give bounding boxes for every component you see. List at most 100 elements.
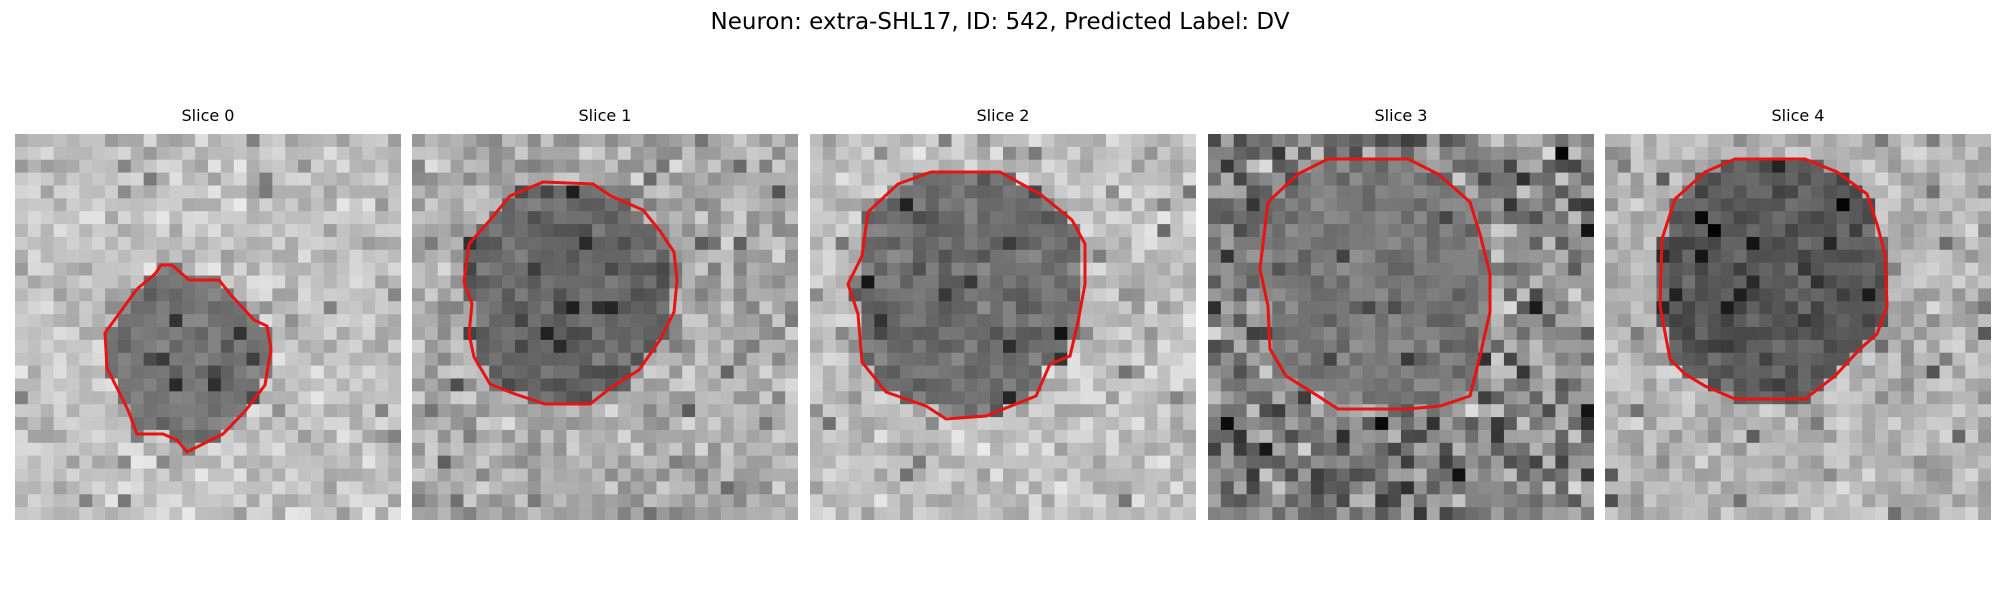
image-pixel (1656, 507, 1670, 520)
image-pixel (1349, 159, 1363, 174)
image-pixel (1630, 442, 1645, 457)
image-pixel (15, 224, 29, 238)
image-pixel (1720, 236, 1735, 251)
image-pixel (169, 288, 183, 302)
image-pixel (1349, 146, 1363, 161)
image-pixel (375, 314, 389, 328)
image-pixel (1118, 494, 1133, 508)
image-pixel (1759, 146, 1773, 161)
image-pixel (246, 327, 261, 341)
image-pixel (707, 301, 722, 315)
image-pixel (656, 481, 670, 495)
image-pixel (424, 275, 439, 289)
image-pixel (759, 429, 773, 444)
image-pixel (1028, 404, 1043, 418)
image-pixel (1003, 494, 1017, 508)
image-pixel (1759, 211, 1773, 225)
image-pixel (810, 391, 824, 405)
image-pixel (1630, 365, 1645, 380)
image-pixel (1439, 429, 1454, 444)
image-pixel (1617, 391, 1632, 405)
image-pixel (1170, 262, 1184, 277)
image-pixel (388, 455, 401, 470)
image-pixel (1503, 224, 1518, 238)
image-pixel (195, 429, 209, 444)
image-pixel (720, 314, 735, 328)
image-pixel (92, 301, 106, 315)
image-pixel (489, 494, 503, 508)
image-pixel (362, 224, 376, 238)
image-pixel (759, 211, 773, 225)
image-pixel (951, 185, 965, 199)
image-pixel (285, 249, 299, 264)
image-pixel (1349, 134, 1363, 148)
image-pixel (362, 327, 376, 341)
image-pixel (938, 442, 953, 457)
image-pixel (1965, 236, 1979, 251)
image-pixel (130, 262, 145, 277)
image-pixel (450, 468, 465, 482)
image-pixel (1080, 339, 1094, 354)
image-pixel (1913, 224, 1928, 238)
image-pixel (1375, 314, 1389, 328)
image-pixel (1233, 391, 1248, 405)
image-pixel (349, 417, 363, 431)
image-pixel (592, 159, 606, 174)
image-pixel (964, 249, 978, 264)
image-pixel (900, 314, 914, 328)
image-pixel (450, 134, 465, 148)
image-pixel (848, 185, 863, 199)
image-pixel (336, 236, 351, 251)
image-pixel (336, 249, 351, 264)
image-pixel (323, 236, 338, 251)
image-pixel (1233, 301, 1248, 315)
image-pixel (1452, 134, 1466, 148)
image-pixel (951, 481, 965, 495)
image-pixel (233, 494, 248, 508)
image-pixel (489, 159, 503, 174)
image-pixel (450, 352, 465, 367)
image-pixel (822, 455, 837, 470)
image-pixel (1516, 159, 1531, 174)
image-pixel (208, 314, 222, 328)
image-pixel (66, 455, 80, 470)
image-pixel (1581, 429, 1594, 444)
image-pixel (1054, 494, 1068, 508)
image-pixel (1926, 134, 1941, 148)
image-pixel (105, 429, 119, 444)
image-pixel (1503, 417, 1518, 431)
image-pixel (66, 494, 80, 508)
image-pixel (579, 314, 593, 328)
image-pixel (656, 224, 670, 238)
image-pixel (527, 249, 542, 264)
image-pixel (1388, 391, 1402, 405)
image-pixel (336, 146, 351, 161)
image-pixel (220, 507, 235, 520)
image-pixel (643, 275, 658, 289)
image-pixel (1939, 262, 1953, 277)
image-pixel (925, 198, 940, 212)
image-pixel (349, 442, 363, 457)
image-pixel (1080, 352, 1094, 367)
image-pixel (1720, 442, 1735, 457)
image-pixel (1900, 159, 1915, 174)
image-pixel (1426, 481, 1441, 495)
image-pixel (1401, 211, 1415, 225)
image-pixel (1952, 314, 1966, 328)
image-pixel (476, 455, 490, 470)
image-pixel (285, 134, 299, 148)
image-pixel (1003, 159, 1017, 174)
image-pixel (437, 404, 452, 418)
image-pixel (707, 404, 722, 418)
image-pixel (695, 352, 709, 367)
image-pixel (707, 417, 722, 431)
image-pixel (489, 339, 503, 354)
image-pixel (1491, 507, 1505, 520)
image-pixel (310, 481, 325, 495)
image-pixel (643, 442, 658, 457)
image-pixel (53, 404, 68, 418)
image-pixel (1298, 198, 1312, 212)
image-pixel (463, 442, 477, 457)
image-pixel (1246, 455, 1261, 470)
image-pixel (246, 224, 261, 238)
